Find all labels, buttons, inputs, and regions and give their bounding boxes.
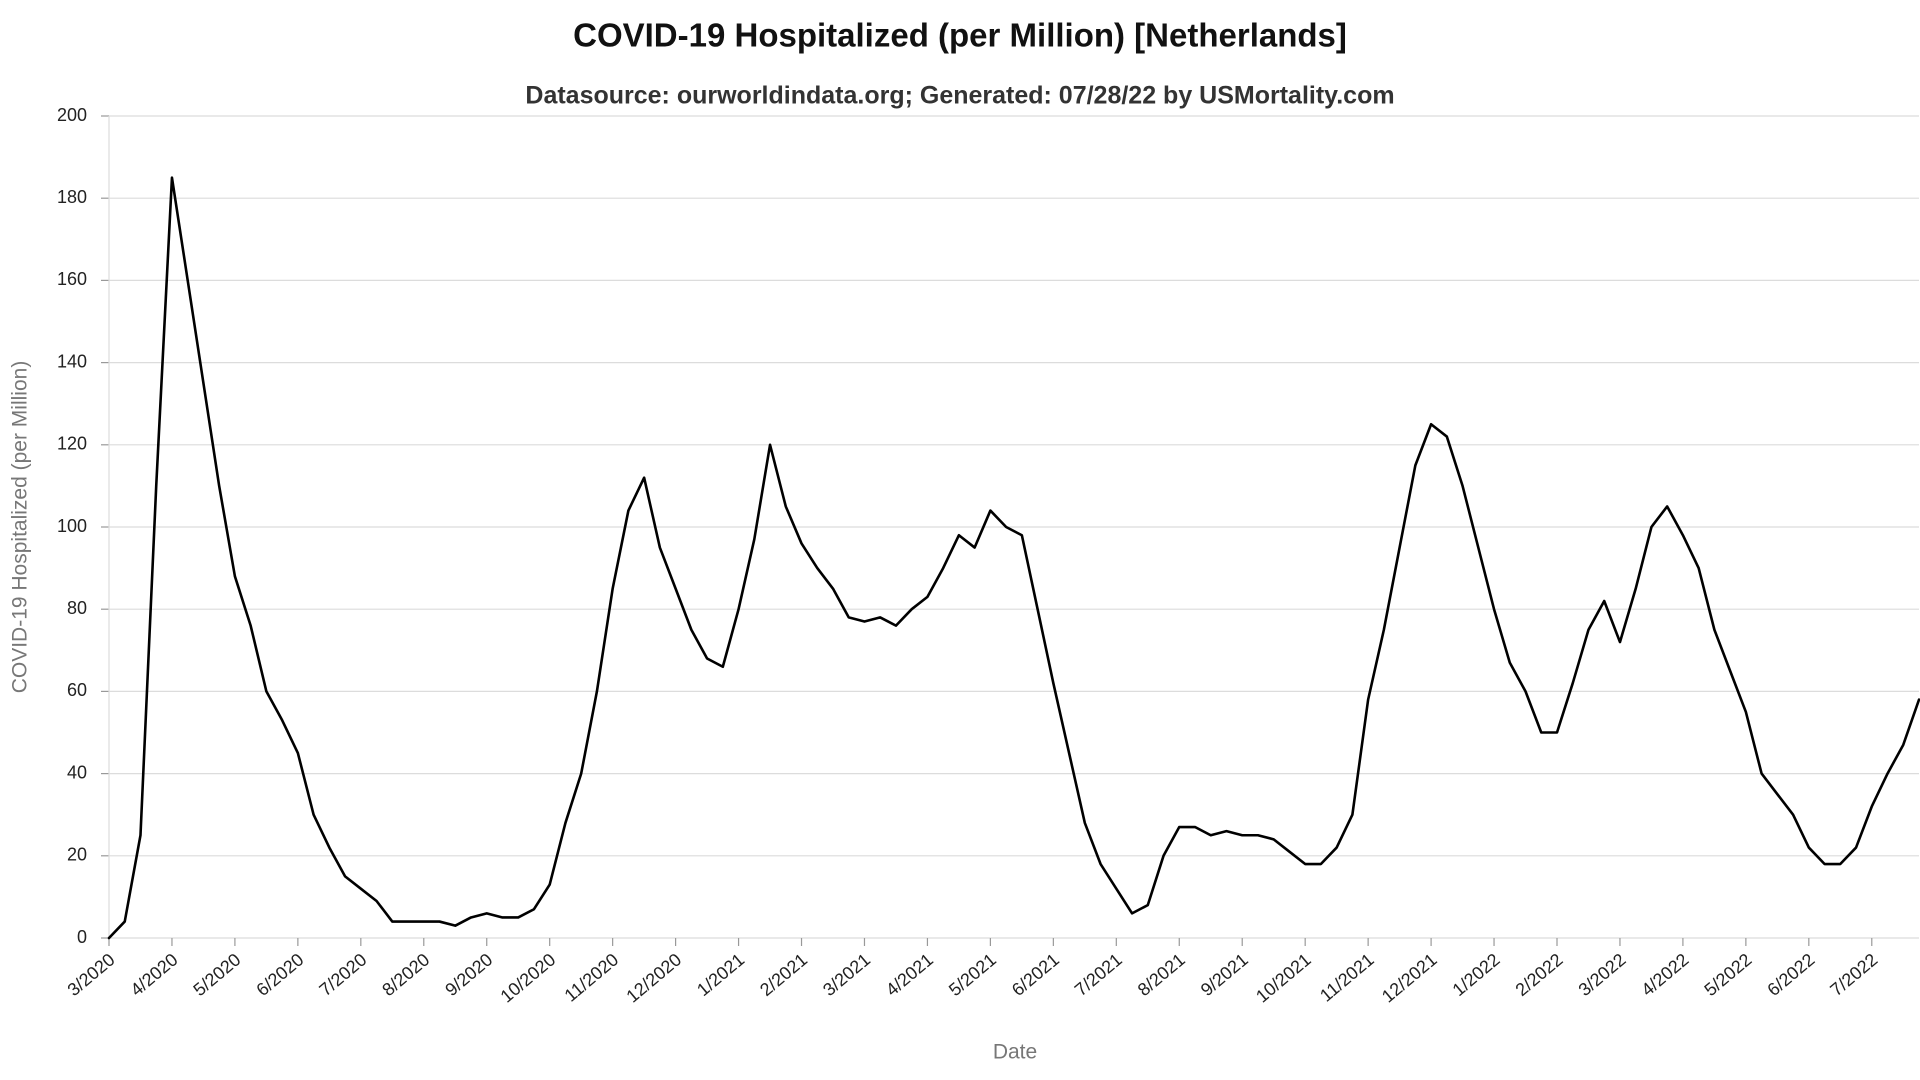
y-tick-label: 0 [77, 927, 87, 947]
x-tick-label: 9/2020 [441, 949, 496, 1000]
y-tick-label: 120 [57, 434, 87, 454]
x-tick-label: 8/2020 [378, 949, 433, 1000]
x-tick-label: 1/2021 [693, 949, 748, 1000]
y-tick-label: 100 [57, 516, 87, 536]
x-tick-label: 2/2022 [1512, 949, 1567, 1000]
x-tick-label: 5/2020 [190, 949, 245, 1000]
x-tick-label: 1/2022 [1449, 949, 1504, 1000]
x-tick-label: 11/2021 [1316, 949, 1378, 1005]
y-tick-label: 200 [57, 105, 87, 125]
x-tick-label: 12/2020 [623, 949, 686, 1006]
x-tick-label: 2/2021 [756, 949, 811, 1000]
y-tick-label: 80 [67, 598, 87, 618]
x-tick-label: 9/2021 [1197, 949, 1252, 1000]
x-tick-label: 4/2021 [882, 949, 937, 1000]
x-tick-label: 6/2021 [1008, 949, 1063, 1000]
x-tick-label: 3/2021 [819, 949, 874, 1000]
y-tick-label: 60 [67, 680, 87, 700]
data-line [107, 176, 1920, 940]
x-tick-label: 3/2020 [64, 949, 119, 1000]
x-tick-label: 10/2020 [497, 949, 560, 1006]
y-tick-label: 180 [57, 187, 87, 207]
x-tick-label: 8/2021 [1134, 949, 1189, 1000]
y-tick-label: 20 [67, 845, 87, 865]
x-tick-label: 7/2021 [1071, 949, 1126, 1000]
x-tick-label: 3/2022 [1575, 949, 1630, 1000]
x-tick-label: 4/2020 [127, 949, 182, 1000]
chart-subtitle: Datasource: ourworldindata.org; Generate… [525, 82, 1394, 110]
x-axis-title: Date [993, 1041, 1037, 1064]
x-tick-label: 10/2021 [1252, 949, 1315, 1006]
y-tick-label: 140 [57, 351, 87, 371]
x-tick-label: 7/2022 [1826, 949, 1881, 1000]
chart-title: COVID-19 Hospitalized (per Million) [Net… [573, 17, 1347, 54]
x-tick-label: 6/2020 [252, 949, 307, 1000]
x-tick-label: 6/2022 [1763, 949, 1818, 1000]
x-tick-label: 7/2020 [315, 949, 370, 1000]
y-tick-label: 160 [57, 269, 87, 289]
y-tick-label: 40 [67, 762, 87, 782]
x-tick-label: 12/2021 [1378, 949, 1441, 1006]
x-tick-label: 4/2022 [1638, 949, 1693, 1000]
y-axis-title: COVID-19 Hospitalized (per Million) [9, 361, 32, 694]
x-tick-label: 11/2020 [561, 949, 623, 1005]
x-tick-label: 5/2022 [1700, 949, 1755, 1000]
x-tick-label: 5/2021 [945, 949, 1000, 1000]
